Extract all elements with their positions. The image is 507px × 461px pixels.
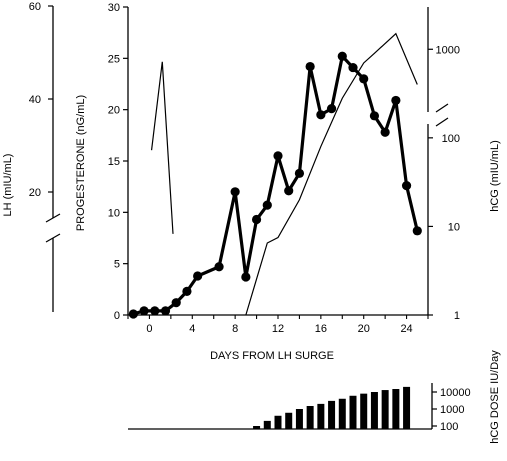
hcg-axis: 1 10 100 1000 bbox=[427, 7, 460, 322]
dose-bar bbox=[392, 389, 400, 429]
progesterone-point bbox=[241, 272, 251, 282]
progesterone-axis-label: PROGESTERONE (nG/mL) bbox=[75, 95, 87, 231]
progesterone-axis: 0 5 10 15 20 25 30 bbox=[108, 2, 129, 322]
hcg-tick-label: 100 bbox=[442, 133, 460, 145]
hcg-tick-label: 10 bbox=[448, 221, 460, 233]
x-tick-label: 20 bbox=[358, 323, 370, 335]
x-tick-label: 4 bbox=[189, 323, 195, 335]
progesterone-tick-label: 20 bbox=[108, 105, 120, 117]
lh-tick-label: 20 bbox=[29, 187, 41, 199]
progesterone-tick-label: 0 bbox=[114, 310, 120, 322]
progesterone-point bbox=[316, 110, 326, 120]
dose-bar bbox=[328, 400, 336, 429]
progesterone-point bbox=[380, 127, 390, 137]
dose-bar bbox=[263, 420, 271, 429]
progesterone-point bbox=[369, 111, 380, 121]
progesterone-point bbox=[230, 187, 240, 197]
progesterone-point bbox=[412, 226, 422, 236]
progesterone-point bbox=[326, 104, 337, 114]
hcg-axis-label: hCG (mIU/mL) bbox=[489, 140, 501, 212]
progesterone-point bbox=[160, 306, 171, 316]
dose-axis-label: hCG DOSE IU/Day bbox=[489, 350, 501, 444]
x-axis: 0 4 8 12 16 20 24 bbox=[127, 314, 429, 335]
hcg-axis-break-mark bbox=[435, 103, 449, 113]
x-tick-label: 12 bbox=[272, 323, 284, 335]
dose-bar bbox=[360, 393, 368, 429]
hcg-line bbox=[245, 32, 418, 316]
hcg-tick-label: 1 bbox=[454, 310, 460, 322]
progesterone-tick-label: 25 bbox=[108, 53, 120, 65]
progesterone-point bbox=[193, 271, 203, 281]
lh-axis: 20 40 60 bbox=[29, 1, 61, 312]
dose-bar bbox=[403, 386, 411, 429]
progesterone-point bbox=[348, 62, 358, 73]
x-tick-label: 0 bbox=[146, 323, 152, 335]
x-tick-label: 8 bbox=[232, 323, 238, 335]
progesterone-point bbox=[139, 306, 149, 316]
x-axis-label: DAYS FROM LH SURGE bbox=[210, 350, 334, 362]
dose-tick-label: 1000 bbox=[440, 404, 464, 416]
hcg-tick-label: 1000 bbox=[436, 44, 460, 56]
progesterone-point bbox=[150, 306, 160, 316]
progesterone-point bbox=[251, 214, 262, 225]
lh-series bbox=[150, 61, 174, 234]
dose-bar bbox=[349, 395, 357, 429]
dose-bar bbox=[253, 426, 261, 429]
progesterone-tick-label: 15 bbox=[108, 156, 120, 168]
progesterone-point bbox=[401, 181, 412, 191]
dose-bar bbox=[285, 412, 293, 429]
hcg-series bbox=[245, 32, 418, 316]
progesterone-point bbox=[305, 61, 315, 72]
lh-tick-label: 60 bbox=[29, 1, 41, 13]
progesterone-series bbox=[128, 51, 422, 319]
progesterone-point bbox=[171, 298, 181, 308]
progesterone-point bbox=[284, 186, 294, 196]
progesterone-point bbox=[273, 151, 283, 161]
dose-bar bbox=[370, 392, 378, 429]
progesterone-tick-label: 30 bbox=[108, 2, 120, 14]
dose-tick-label: 10000 bbox=[440, 387, 471, 399]
lh-tick-label: 40 bbox=[29, 94, 41, 106]
dose-bars bbox=[253, 386, 411, 429]
dose-bar bbox=[306, 406, 314, 429]
dose-bar bbox=[274, 415, 282, 429]
dose-bar bbox=[295, 409, 303, 429]
progesterone-point bbox=[359, 74, 369, 84]
dose-bar bbox=[338, 398, 346, 429]
hcg-axis-break-mark bbox=[435, 117, 449, 127]
progesterone-line bbox=[132, 54, 419, 316]
progesterone-point bbox=[214, 262, 224, 272]
progesterone-point bbox=[294, 168, 305, 178]
dose-bar bbox=[381, 390, 389, 429]
dose-bar bbox=[317, 403, 325, 429]
progesterone-point bbox=[128, 309, 138, 319]
progesterone-point bbox=[182, 286, 192, 296]
x-tick-label: 24 bbox=[400, 323, 412, 335]
lh-axis-break-mark bbox=[45, 233, 61, 243]
progesterone-point bbox=[262, 200, 272, 210]
lh-axis-label: LH (mIU/mL) bbox=[2, 154, 14, 217]
progesterone-point bbox=[337, 51, 347, 61]
progesterone-tick-label: 5 bbox=[114, 259, 120, 271]
progesterone-point bbox=[391, 95, 401, 106]
lh-axis-break-mark bbox=[45, 213, 61, 223]
dose-tick-label: 100 bbox=[440, 421, 458, 433]
x-tick-label: 16 bbox=[315, 323, 327, 335]
progesterone-tick-label: 10 bbox=[108, 207, 120, 219]
lh-line bbox=[150, 61, 174, 234]
